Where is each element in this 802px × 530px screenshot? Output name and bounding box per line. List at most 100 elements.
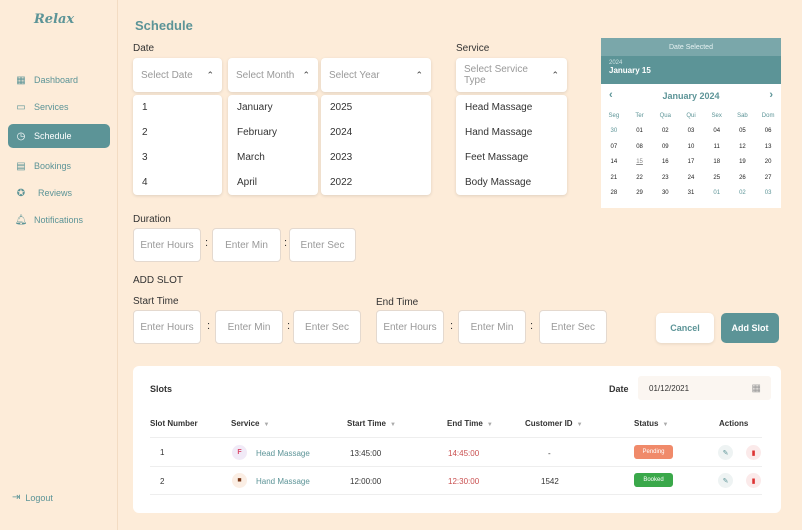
calendar-day[interactable]: 01 — [636, 128, 643, 135]
calendar-day[interactable]: 24 — [687, 174, 695, 181]
end-min-input[interactable]: Enter Min — [458, 310, 526, 344]
year-option[interactable]: 2022 — [330, 177, 353, 188]
calendar-day[interactable]: 30 — [610, 128, 618, 135]
calendar-day[interactable]: 03 — [764, 190, 772, 197]
calendar-day[interactable]: 19 — [739, 159, 746, 166]
year-option[interactable]: 2023 — [330, 152, 353, 163]
service-option[interactable]: Head Massage — [465, 102, 533, 113]
calendar-day[interactable]: 20 — [764, 159, 772, 166]
service-select[interactable]: Select Service Type ⌃ — [456, 58, 567, 92]
services-icon: ▭ — [16, 101, 26, 113]
duration-min-input[interactable]: Enter Min — [212, 228, 281, 262]
slots-date-label: Date — [609, 384, 629, 394]
month-option[interactable]: March — [237, 152, 265, 163]
start-hours-input[interactable]: Enter Hours — [133, 310, 201, 344]
year-select[interactable]: Select Year ⌃ — [321, 58, 431, 92]
calendar-day[interactable]: 11 — [713, 143, 720, 150]
year-option[interactable]: 2024 — [330, 127, 353, 138]
column-header-customer-id[interactable]: Customer ID ▼ — [525, 419, 583, 428]
end-hours-input[interactable]: Enter Hours — [376, 310, 444, 344]
calendar-day[interactable]: 27 — [764, 174, 772, 181]
service-name[interactable]: Head Massage — [256, 449, 310, 458]
add-slot-button[interactable]: Add Slot — [721, 313, 779, 343]
day-option[interactable]: 1 — [142, 102, 148, 113]
column-header-label: End Time — [447, 419, 483, 428]
calendar-day[interactable]: 10 — [687, 143, 695, 150]
delete-icon[interactable]: ▮ — [746, 473, 761, 488]
day-option[interactable]: 4 — [142, 177, 148, 188]
column-header-service[interactable]: Service ▼ — [231, 419, 269, 428]
calendar-day[interactable]: 01 — [713, 190, 721, 197]
day-select[interactable]: Select Date ⌃ — [133, 58, 222, 92]
calendar-day[interactable]: 15 — [636, 159, 643, 166]
delete-icon[interactable]: ▮ — [746, 445, 761, 460]
calendar-day[interactable]: 21 — [610, 174, 618, 181]
day-option[interactable]: 2 — [142, 127, 148, 138]
calendar-day[interactable]: 05 — [739, 128, 746, 135]
chevron-left-icon[interactable]: ‹ — [609, 89, 613, 101]
calendar-month: January 2024 — [662, 91, 720, 101]
column-header-end-time[interactable]: End Time ▼ — [447, 419, 493, 428]
start-sec-input[interactable]: Enter Sec — [293, 310, 361, 344]
sidebar-item-bookings[interactable]: ▤ Bookings — [8, 154, 110, 178]
sidebar-item-reviews[interactable]: ✪ Reviews — [8, 181, 110, 205]
sort-icon[interactable]: ▼ — [486, 422, 493, 428]
column-header-start-time[interactable]: Start Time ▼ — [347, 419, 396, 428]
hand-massage-icon: ■ — [232, 473, 247, 488]
calendar-day[interactable]: 02 — [661, 128, 669, 135]
month-option[interactable]: April — [237, 177, 258, 188]
calendar-day[interactable]: 18 — [713, 159, 721, 166]
calendar-day[interactable]: 31 — [687, 190, 695, 197]
month-option[interactable]: January — [237, 102, 273, 113]
calendar-day[interactable]: 07 — [610, 143, 618, 150]
calendar-day[interactable]: 14 — [610, 159, 618, 166]
calendar-day[interactable]: 02 — [739, 190, 746, 197]
service-option[interactable]: Hand Massage — [465, 127, 533, 138]
calendar-day[interactable]: 13 — [764, 143, 772, 150]
sort-icon[interactable]: ▼ — [576, 422, 583, 428]
day-option[interactable]: 3 — [142, 152, 148, 163]
service-option[interactable]: Feet Massage — [465, 152, 529, 163]
end-sec-input[interactable]: Enter Sec — [539, 310, 607, 344]
month-select[interactable]: Select Month ⌃ — [228, 58, 318, 92]
calendar-day[interactable]: 09 — [661, 143, 669, 150]
calendar-day[interactable]: 12 — [739, 143, 746, 150]
calendar-day[interactable]: 22 — [636, 174, 643, 181]
calendar-day[interactable]: 08 — [636, 143, 643, 150]
duration-sec-input[interactable]: Enter Sec — [289, 228, 356, 262]
edit-icon[interactable]: ✎ — [718, 445, 733, 460]
calendar-day[interactable]: 16 — [661, 159, 669, 166]
duration-hours-input[interactable]: Enter Hours — [133, 228, 201, 262]
calendar-day[interactable]: 28 — [610, 190, 618, 197]
calendar-day[interactable]: 06 — [764, 128, 772, 135]
calendar-day[interactable]: 23 — [661, 174, 669, 181]
cancel-button[interactable]: Cancel — [656, 313, 714, 343]
sidebar-item-schedule[interactable]: ◷ Schedule — [8, 124, 110, 148]
column-header-slot-number: Slot Number — [150, 419, 198, 428]
calendar-icon[interactable]: ▦ — [751, 382, 761, 394]
sidebar-item-notifications[interactable]: 🔔︎ Notifications — [8, 208, 110, 232]
calendar-day[interactable]: 03 — [687, 128, 695, 135]
sidebar-item-dashboard[interactable]: ▦ Dashboard — [8, 68, 110, 92]
calendar-day[interactable]: 04 — [713, 128, 721, 135]
service-option[interactable]: Body Massage — [465, 177, 532, 188]
sort-icon[interactable]: ▼ — [263, 422, 270, 428]
sort-icon[interactable]: ▼ — [662, 422, 669, 428]
service-name[interactable]: Hand Massage — [256, 477, 310, 486]
start-min-input[interactable]: Enter Min — [215, 310, 283, 344]
calendar-day[interactable]: 26 — [739, 174, 746, 181]
calendar-day[interactable]: 25 — [713, 174, 721, 181]
column-header-status[interactable]: Status ▼ — [634, 419, 668, 428]
calendar-day[interactable]: 30 — [661, 190, 669, 197]
slots-date-input[interactable]: 01/12/2021 ▦ — [638, 376, 771, 400]
year-option[interactable]: 2025 — [330, 102, 353, 113]
logout-button[interactable]: ⇥ Logout — [12, 492, 53, 503]
edit-icon[interactable]: ✎ — [718, 473, 733, 488]
chevron-right-icon[interactable]: › — [769, 89, 773, 101]
month-option[interactable]: February — [237, 127, 278, 138]
calendar-day[interactable]: 29 — [636, 190, 643, 197]
calendar-day[interactable]: 17 — [687, 159, 695, 166]
sidebar-item-services[interactable]: ▭ Services — [8, 95, 110, 119]
column-header-label: Service — [231, 419, 260, 428]
sort-icon[interactable]: ▼ — [389, 422, 396, 428]
